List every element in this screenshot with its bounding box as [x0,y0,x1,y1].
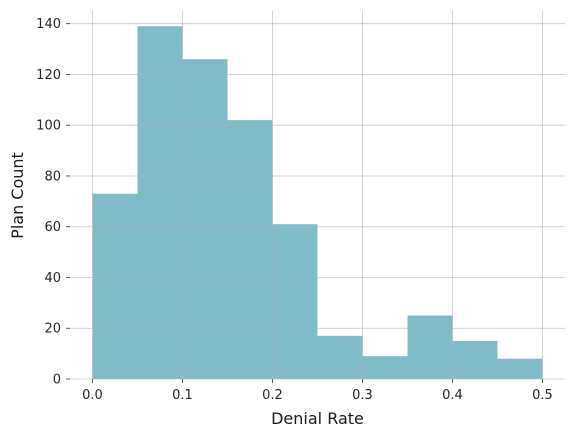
x-tick-label: 0.0 [82,388,103,403]
x-tick-label: 0.5 [532,388,553,403]
y-tick-label: 60 [44,220,61,235]
y-tick-label: 140 [36,17,61,32]
y-tick-label: 120 [36,68,61,83]
x-tick-label: 0.2 [262,388,283,403]
histogram-bar [362,356,408,379]
bars [92,26,543,379]
histogram-bar [497,358,543,379]
y-tick-label: 40 [44,271,61,286]
y-tick-label: 100 [36,119,61,134]
histogram-bar [92,193,138,379]
histogram-bar [317,335,363,379]
y-axis-ticks: 0 20 40 60 80 100 120 140 [36,17,70,388]
grid-lines [70,11,565,380]
x-tick-label: 0.3 [352,388,373,403]
histogram-bar [182,59,228,379]
x-axis-title: Denial Rate [271,409,364,428]
y-axis-title: Plan Count [8,152,27,239]
y-tick-label: 20 [44,322,61,337]
x-axis-ticks: 0.0 0.1 0.2 0.3 0.4 0.5 [82,379,553,403]
histogram-bar [272,224,318,379]
histogram-bar [407,315,453,379]
histogram-bar [227,120,273,379]
histogram-bar [137,26,183,379]
y-tick-label: 0 [53,373,61,388]
histogram-bar [452,340,498,379]
x-tick-label: 0.4 [442,388,463,403]
x-tick-label: 0.1 [172,388,193,403]
y-tick-label: 80 [44,169,61,184]
